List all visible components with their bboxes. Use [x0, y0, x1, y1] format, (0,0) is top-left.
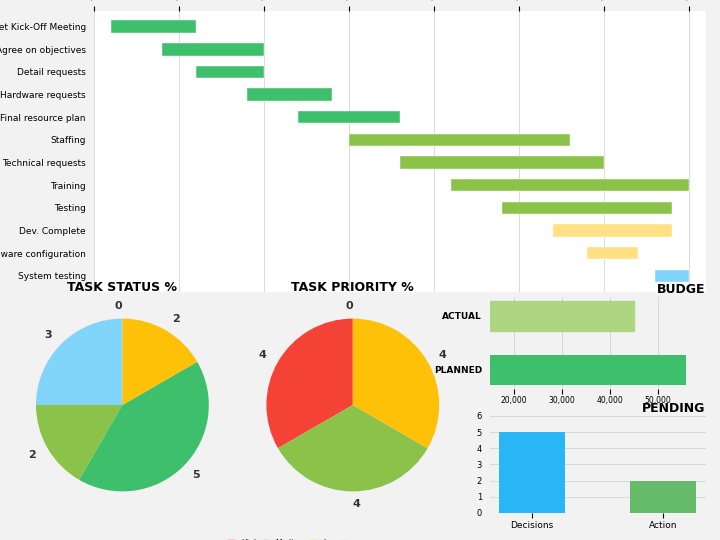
- Bar: [348, 133, 570, 146]
- Legend: High, Medium, Low, : High, Medium, Low,: [227, 539, 354, 540]
- Bar: [502, 201, 672, 214]
- Bar: [400, 156, 603, 168]
- Bar: [418, 355, 686, 384]
- Text: 0: 0: [114, 301, 122, 310]
- Wedge shape: [353, 319, 439, 448]
- Wedge shape: [122, 319, 197, 405]
- Text: 2: 2: [172, 314, 180, 324]
- Bar: [630, 481, 696, 513]
- Bar: [553, 224, 672, 237]
- Text: PENDING: PENDING: [642, 402, 706, 415]
- Bar: [500, 432, 565, 513]
- Wedge shape: [36, 319, 122, 405]
- Bar: [196, 66, 264, 78]
- Wedge shape: [36, 405, 122, 480]
- Title: TASK STATUS %: TASK STATUS %: [68, 281, 177, 294]
- Wedge shape: [79, 362, 209, 491]
- Text: 0: 0: [345, 301, 353, 310]
- Bar: [111, 21, 196, 33]
- Bar: [654, 269, 688, 282]
- Text: 4: 4: [259, 350, 266, 360]
- Text: 4: 4: [353, 500, 361, 509]
- Text: BUDGE: BUDGE: [657, 283, 706, 296]
- Bar: [418, 301, 634, 331]
- Bar: [246, 89, 332, 101]
- Wedge shape: [266, 319, 353, 448]
- Text: 3: 3: [45, 330, 52, 340]
- Title: TASK PRIORITY %: TASK PRIORITY %: [292, 281, 414, 294]
- Bar: [161, 43, 264, 56]
- Bar: [297, 111, 400, 124]
- Bar: [451, 179, 688, 191]
- Wedge shape: [278, 405, 428, 491]
- Bar: [587, 247, 638, 259]
- Text: 5: 5: [193, 470, 200, 480]
- Text: 4: 4: [439, 350, 446, 360]
- Text: 2: 2: [29, 450, 36, 460]
